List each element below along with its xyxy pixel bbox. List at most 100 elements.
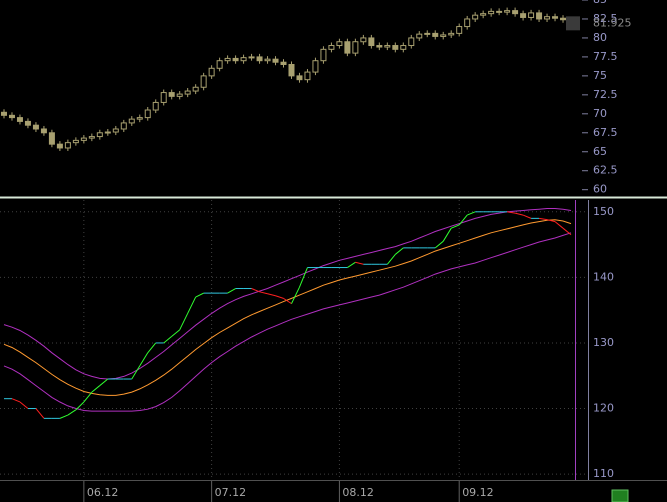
- candle-body: [528, 12, 535, 18]
- candle-body: [512, 10, 519, 15]
- candle-body: [240, 57, 247, 62]
- y-tick-label: 110: [593, 467, 614, 480]
- candle-body: [160, 92, 167, 103]
- candle-body: [32, 124, 39, 130]
- candle-body: [224, 57, 231, 62]
- candle-body: [256, 56, 263, 62]
- last-price-box: [566, 16, 580, 31]
- channel-segment: [507, 211, 516, 214]
- candle-body: [424, 32, 431, 35]
- candle-body: [448, 32, 455, 36]
- candle-body: [456, 26, 463, 34]
- channel-segment: [227, 288, 236, 294]
- candle-body: [128, 118, 135, 124]
- candle-body: [344, 41, 351, 54]
- candle-body: [408, 37, 415, 47]
- candle-body: [208, 67, 215, 77]
- channel-segment: [546, 219, 556, 223]
- channel-segment: [514, 212, 524, 216]
- candle-body: [552, 16, 559, 19]
- y-tick-label: 130: [593, 336, 614, 349]
- channel-segment: [394, 247, 404, 255]
- candle-body: [200, 75, 207, 88]
- candle-body: [264, 58, 271, 62]
- candle-body: [64, 142, 71, 149]
- y-tick-label: 72.5: [593, 88, 618, 101]
- channel-segment: [299, 267, 308, 288]
- channel-segment: [466, 211, 476, 216]
- candle-body: [544, 16, 551, 20]
- y-tick-label: 75: [593, 69, 607, 82]
- y-tick-label: 82.5: [593, 12, 618, 25]
- candle-body: [8, 114, 15, 119]
- candle-body: [416, 33, 423, 39]
- channel-segment: [538, 217, 548, 221]
- y-tick-label: 77.5: [593, 50, 618, 63]
- channel-segment: [179, 313, 189, 331]
- channel-segment: [283, 297, 292, 305]
- channel-segment: [195, 292, 204, 298]
- candle-body: [304, 71, 311, 81]
- series-line: [3, 232, 572, 412]
- y-tick-label: 67.5: [593, 126, 618, 139]
- candle-body: [184, 90, 191, 95]
- last-price-label: 81.925: [593, 16, 632, 29]
- candle-body: [16, 117, 23, 122]
- candle-body: [152, 101, 159, 111]
- candle-body: [232, 57, 239, 62]
- channel-segment: [522, 214, 532, 219]
- candle-body: [400, 45, 407, 50]
- candle-body: [88, 136, 95, 139]
- candle-body: [40, 128, 47, 134]
- channel-segment: [99, 378, 109, 386]
- candle-body: [192, 86, 199, 92]
- candle-body: [248, 56, 255, 59]
- channel-segment: [11, 398, 21, 403]
- channel-segment: [267, 293, 276, 297]
- candle-body: [288, 63, 295, 77]
- candle-body: [72, 139, 79, 144]
- candle-body: [464, 18, 471, 28]
- candle-body: [520, 13, 527, 18]
- candle-body: [360, 37, 367, 43]
- candle-body: [536, 12, 543, 20]
- y-tick-label: 85: [593, 0, 607, 6]
- candle-body: [368, 37, 375, 47]
- candle-body: [336, 41, 343, 47]
- candle-body: [80, 137, 87, 141]
- candle-body: [560, 17, 567, 21]
- candle-body: [504, 10, 511, 13]
- channel-segment: [442, 227, 452, 242]
- channel-segment: [59, 414, 69, 419]
- refresh-icon[interactable]: [611, 489, 629, 502]
- channel-segment: [458, 214, 468, 226]
- series-line: [3, 208, 572, 380]
- candle-body: [176, 93, 183, 97]
- y-tick-label: 150: [593, 205, 614, 218]
- channel-segment: [451, 224, 460, 229]
- candle-body: [376, 45, 383, 48]
- candle-body: [280, 61, 287, 65]
- y-tick-label: 120: [593, 402, 614, 415]
- channel-segment: [67, 409, 77, 416]
- channel-segment: [131, 365, 141, 380]
- candle-body: [480, 13, 487, 16]
- candle-body: [496, 10, 503, 13]
- candle-body: [272, 58, 279, 63]
- candle-body: [112, 128, 119, 133]
- candle-body: [56, 143, 63, 149]
- y-tick-label: 65: [593, 145, 607, 158]
- candle-body: [384, 45, 391, 48]
- channel-segment: [259, 291, 268, 295]
- channel-segment: [275, 295, 284, 299]
- candle-body: [136, 117, 143, 120]
- candle-body: [432, 32, 439, 37]
- channel-segment: [35, 408, 45, 419]
- y-tick-label: 80: [593, 31, 607, 44]
- y-tick-label: 70: [593, 107, 607, 120]
- candle-body: [392, 45, 399, 50]
- channel-segment: [171, 329, 181, 337]
- candle-body: [0, 111, 7, 116]
